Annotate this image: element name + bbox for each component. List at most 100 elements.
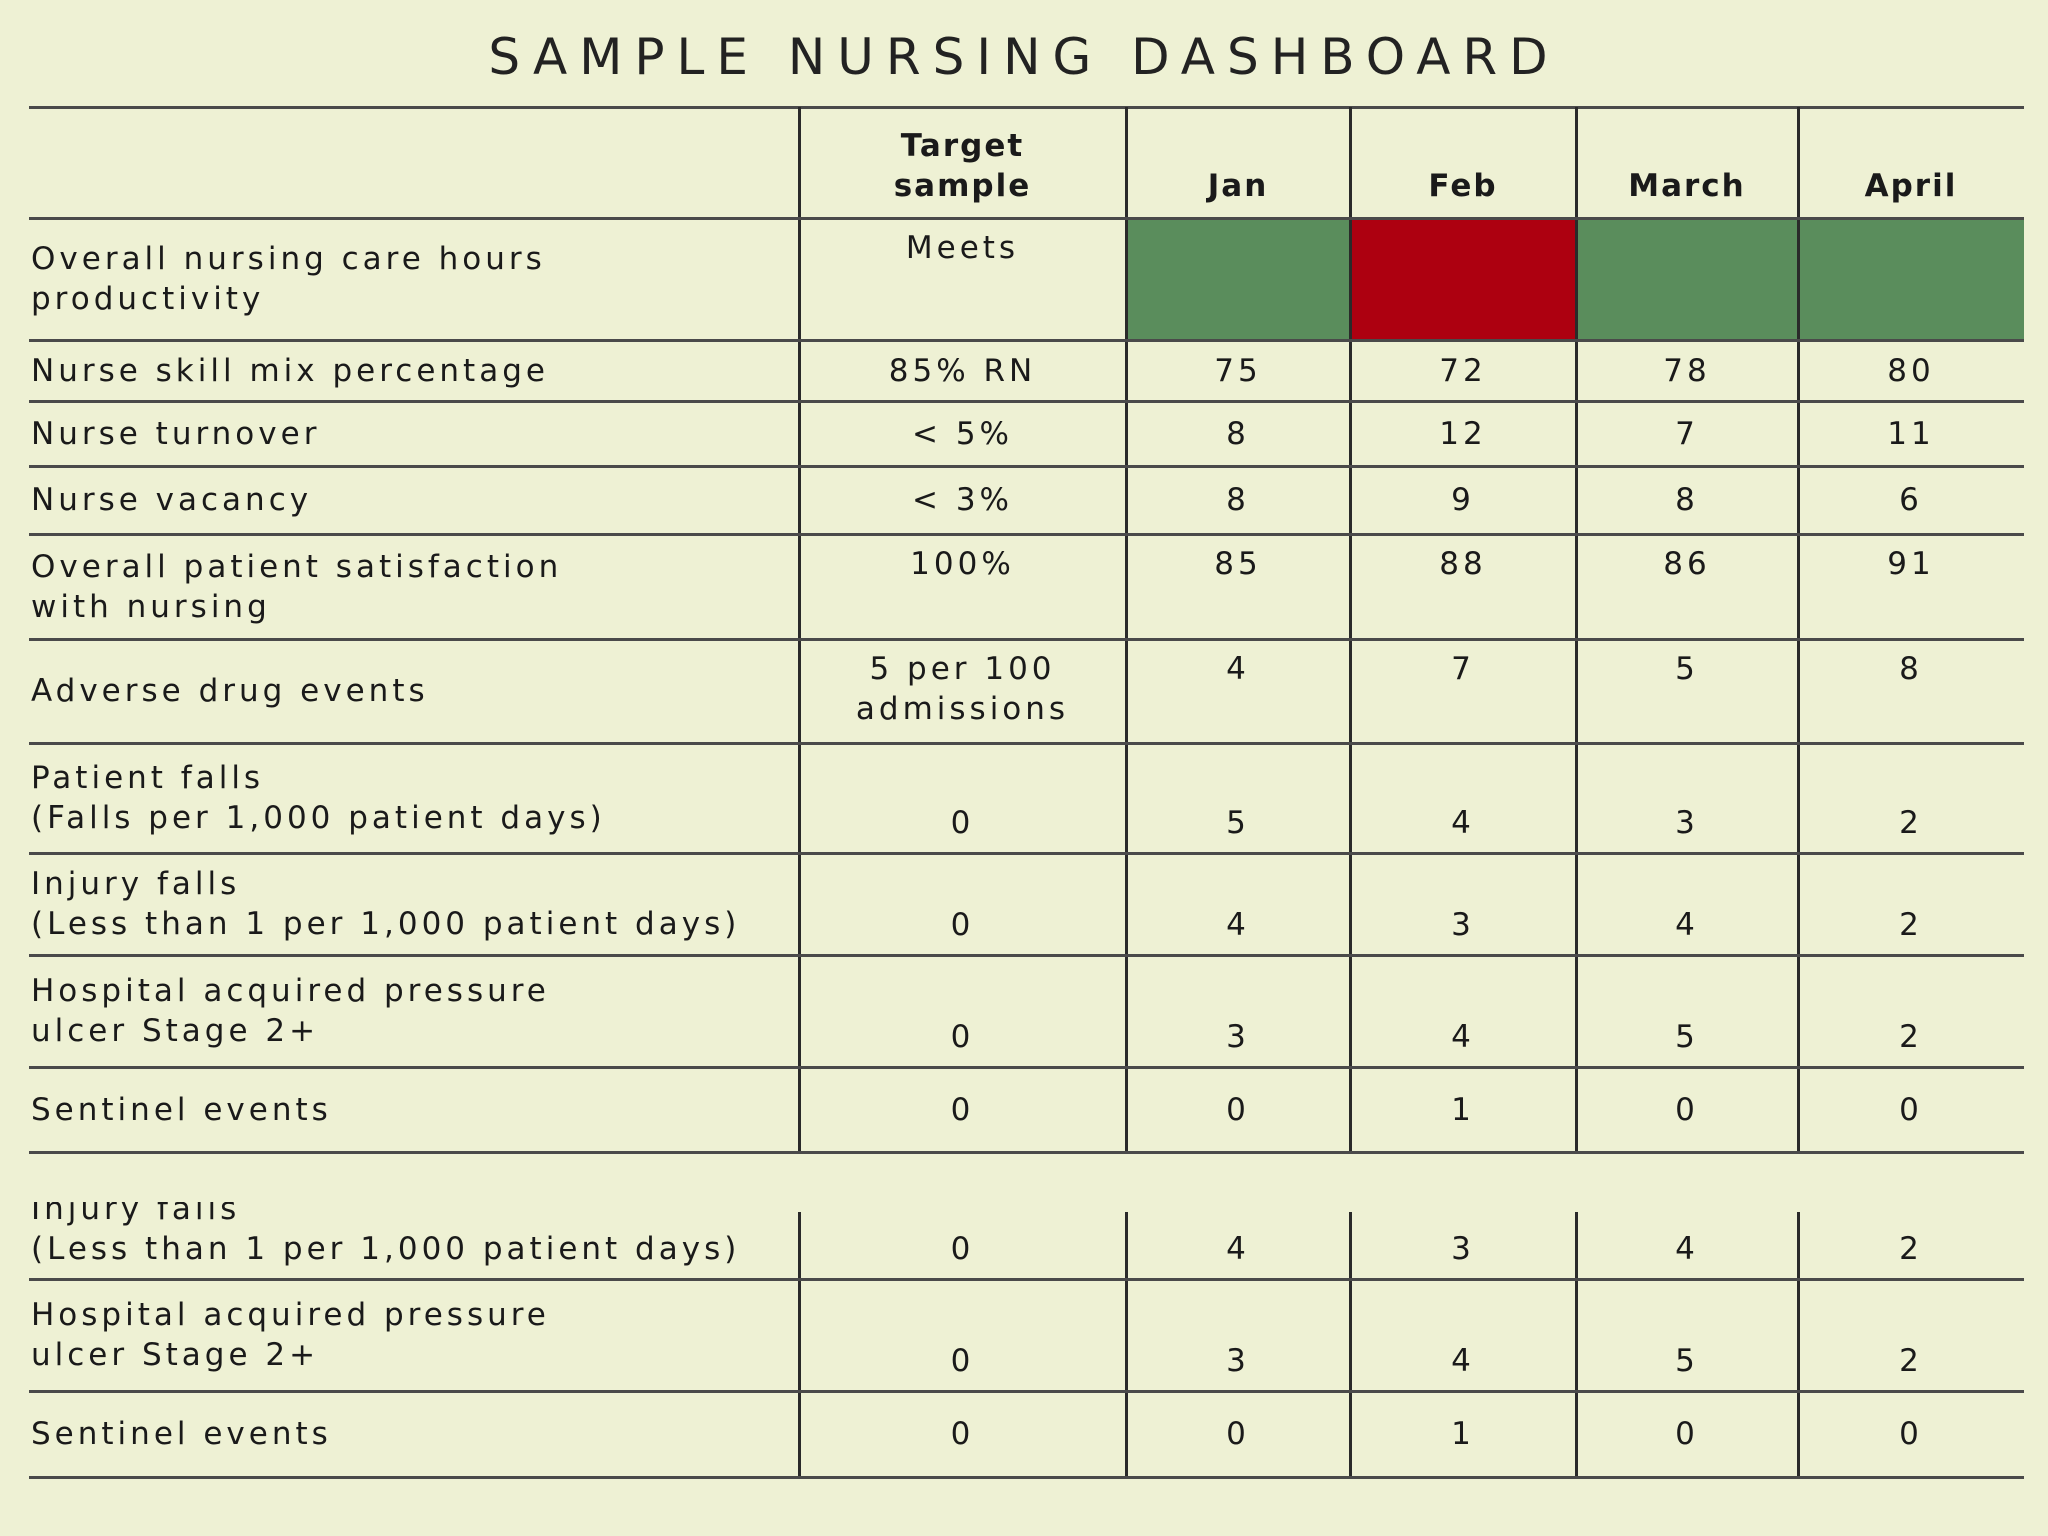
value-cell: 3 xyxy=(1226,1019,1250,1055)
rule xyxy=(29,339,2024,342)
column-rule xyxy=(1575,107,1578,1152)
rule xyxy=(29,217,2024,220)
row-label: Adverse drug events xyxy=(31,673,429,709)
target-cell: 0 xyxy=(950,1343,975,1379)
rule xyxy=(29,1151,2024,1154)
value-cell: 4 xyxy=(1226,651,1250,687)
value-cell: 4 xyxy=(1675,1231,1699,1267)
column-rule xyxy=(798,1212,801,1477)
value-cell: 7 xyxy=(1451,651,1475,687)
value-cell: 85 xyxy=(1214,546,1262,582)
target-cell: 0 xyxy=(950,1416,975,1452)
column-header: March xyxy=(1628,168,1746,204)
row-label: Sentinel events xyxy=(31,1416,332,1452)
row-label: Sentinel events xyxy=(31,1091,332,1128)
rule xyxy=(29,400,2024,403)
row-label: Injury falls (Less than 1 per 1,000 pati… xyxy=(31,866,741,942)
value-cell: 2 xyxy=(1899,1231,1923,1267)
column-rule xyxy=(1575,1212,1578,1477)
row-label: Hospital acquired pressure ulcer Stage 2… xyxy=(31,973,550,1049)
value-cell: 7 xyxy=(1675,415,1699,452)
value-cell: 5 xyxy=(1675,1343,1699,1379)
value-cell: 1 xyxy=(1451,1091,1475,1128)
rule xyxy=(29,852,2024,855)
value-cell: 72 xyxy=(1439,352,1487,389)
value-cell: 4 xyxy=(1451,1019,1475,1055)
value-cell: 4 xyxy=(1675,907,1699,943)
title: SAMPLE NURSING DASHBOARD xyxy=(488,28,1560,86)
value-cell: 2 xyxy=(1899,1019,1923,1055)
value-cell: 8 xyxy=(1899,651,1923,687)
column-rule xyxy=(1125,107,1128,1152)
value-cell: 4 xyxy=(1451,1343,1475,1379)
value-cell: 80 xyxy=(1887,352,1935,389)
column-rule xyxy=(1797,107,1800,1152)
value-cell: 0 xyxy=(1675,1416,1699,1452)
column-rule xyxy=(1125,1212,1128,1477)
rule xyxy=(29,533,2024,536)
rule xyxy=(29,106,2024,109)
value-cell: 4 xyxy=(1226,1231,1250,1267)
target-cell: Meets xyxy=(905,230,1020,266)
status-cell xyxy=(1350,218,1576,340)
value-cell: 88 xyxy=(1439,546,1487,582)
target-cell: 85% RN xyxy=(888,352,1037,389)
value-cell: 0 xyxy=(1899,1416,1923,1452)
value-cell: 3 xyxy=(1451,1231,1475,1267)
column-rule xyxy=(1349,1212,1352,1477)
value-cell: 11 xyxy=(1887,415,1935,452)
row-label: Overall patient satisfaction with nursin… xyxy=(31,548,563,625)
column-rule xyxy=(1349,107,1352,1152)
rule xyxy=(29,742,2024,745)
row-label: Nurse turnover xyxy=(31,415,321,452)
value-cell: 2 xyxy=(1899,805,1923,841)
rule xyxy=(29,1278,2024,1281)
column-rule xyxy=(798,107,801,1152)
value-cell: 2 xyxy=(1899,907,1923,943)
rule xyxy=(29,1476,2024,1479)
row-label: Hospital acquired pressure ulcer Stage 2… xyxy=(31,1297,550,1373)
value-cell: 3 xyxy=(1451,907,1475,943)
value-cell: 5 xyxy=(1226,805,1250,841)
value-cell: 9 xyxy=(1451,482,1475,518)
target-cell: < 3% xyxy=(911,482,1013,518)
rule xyxy=(29,465,2024,468)
column-header: Feb xyxy=(1428,168,1498,204)
value-cell: 4 xyxy=(1226,907,1250,943)
value-cell: 8 xyxy=(1226,482,1250,518)
value-cell: 5 xyxy=(1675,1019,1699,1055)
status-cell xyxy=(1798,218,2024,340)
value-cell: 8 xyxy=(1675,482,1699,518)
column-header: Target sample xyxy=(893,128,1032,204)
value-cell: 0 xyxy=(1899,1091,1923,1128)
value-cell: 3 xyxy=(1675,805,1699,841)
column-header: April xyxy=(1864,168,1958,204)
value-cell: 5 xyxy=(1675,651,1699,687)
target-cell: 5 per 100 admissions xyxy=(855,651,1070,727)
status-cell xyxy=(1126,218,1350,340)
target-cell: 0 xyxy=(950,805,975,841)
value-cell: 78 xyxy=(1663,352,1711,389)
value-cell: 86 xyxy=(1663,546,1711,582)
value-cell: 3 xyxy=(1226,1343,1250,1379)
target-cell: 0 xyxy=(950,907,975,943)
rule xyxy=(29,638,2024,641)
value-cell: 6 xyxy=(1899,482,1923,518)
rule xyxy=(29,1390,2024,1393)
row-label: Overall nursing care hours productivity xyxy=(31,241,546,317)
value-cell: 91 xyxy=(1887,546,1935,582)
value-cell: 0 xyxy=(1226,1091,1250,1128)
value-cell: 12 xyxy=(1439,415,1487,452)
row-label: Patient falls (Falls per 1,000 patient d… xyxy=(31,760,606,836)
rule xyxy=(29,1066,2024,1069)
status-cell xyxy=(1576,218,1798,340)
value-cell: 2 xyxy=(1899,1343,1923,1379)
row-label: Injury falls (Less than 1 per 1,000 pati… xyxy=(31,1202,741,1267)
target-cell: 100% xyxy=(910,546,1015,582)
value-cell: 4 xyxy=(1451,805,1475,841)
value-cell: 75 xyxy=(1214,352,1262,389)
value-cell: 1 xyxy=(1451,1416,1475,1452)
target-cell: 0 xyxy=(950,1091,975,1128)
target-cell: 0 xyxy=(950,1231,975,1267)
